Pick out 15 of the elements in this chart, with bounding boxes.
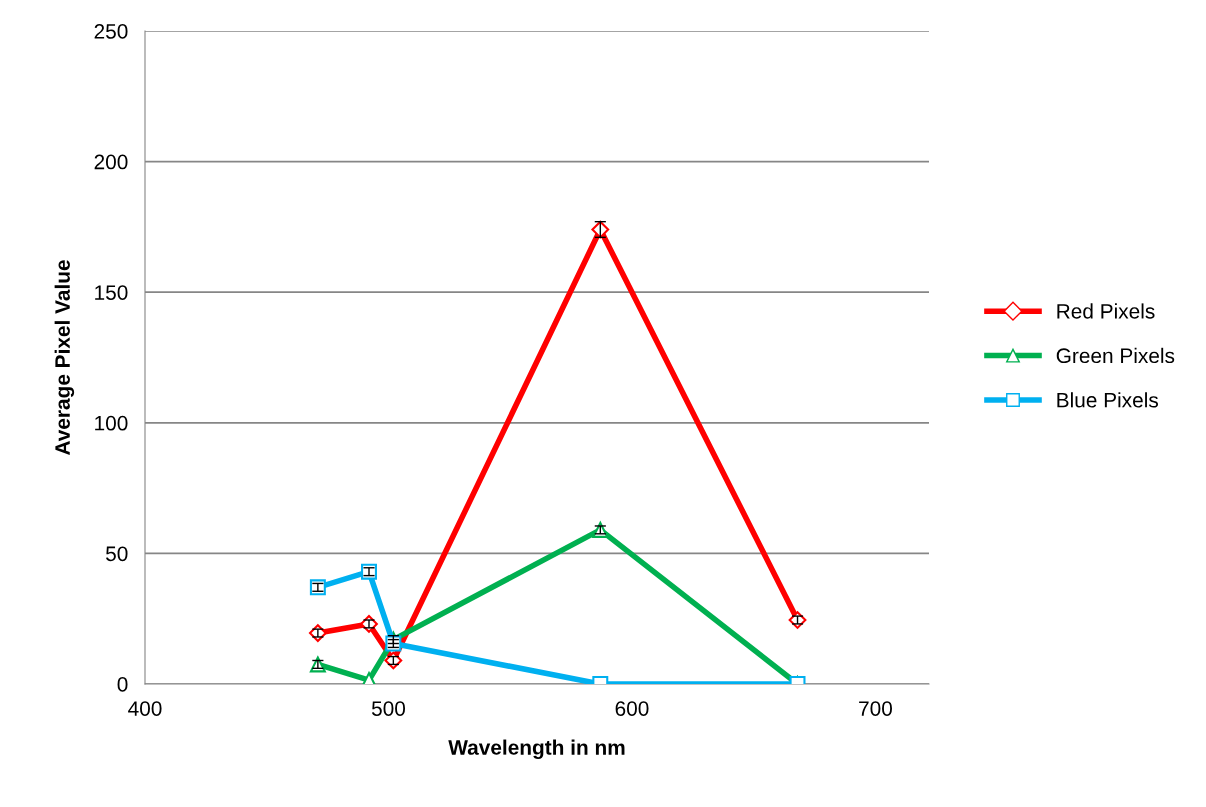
x-tick-label: 500 [371, 701, 406, 716]
x-tick-label: 400 [128, 701, 162, 716]
x-tick-label: 600 [615, 701, 649, 716]
x-tick-label: 700 [859, 701, 892, 716]
y-tick-label: 250 [94, 24, 128, 39]
x-axis-title: Wavelength in nm [448, 739, 625, 760]
y-tick-label: 50 [106, 546, 128, 562]
y-tick-label: 200 [94, 154, 128, 170]
legend-label: Green Pixels [1056, 347, 1175, 364]
y-tick-label: 150 [95, 285, 128, 300]
legend-label: Blue Pixels [1057, 392, 1159, 408]
y-tick-label: 100 [95, 415, 128, 431]
y-tick-label: 0 [117, 677, 128, 692]
legend-label: Red Pixels [1057, 303, 1155, 319]
y-axis-title: Average Pixel Value [54, 260, 75, 456]
